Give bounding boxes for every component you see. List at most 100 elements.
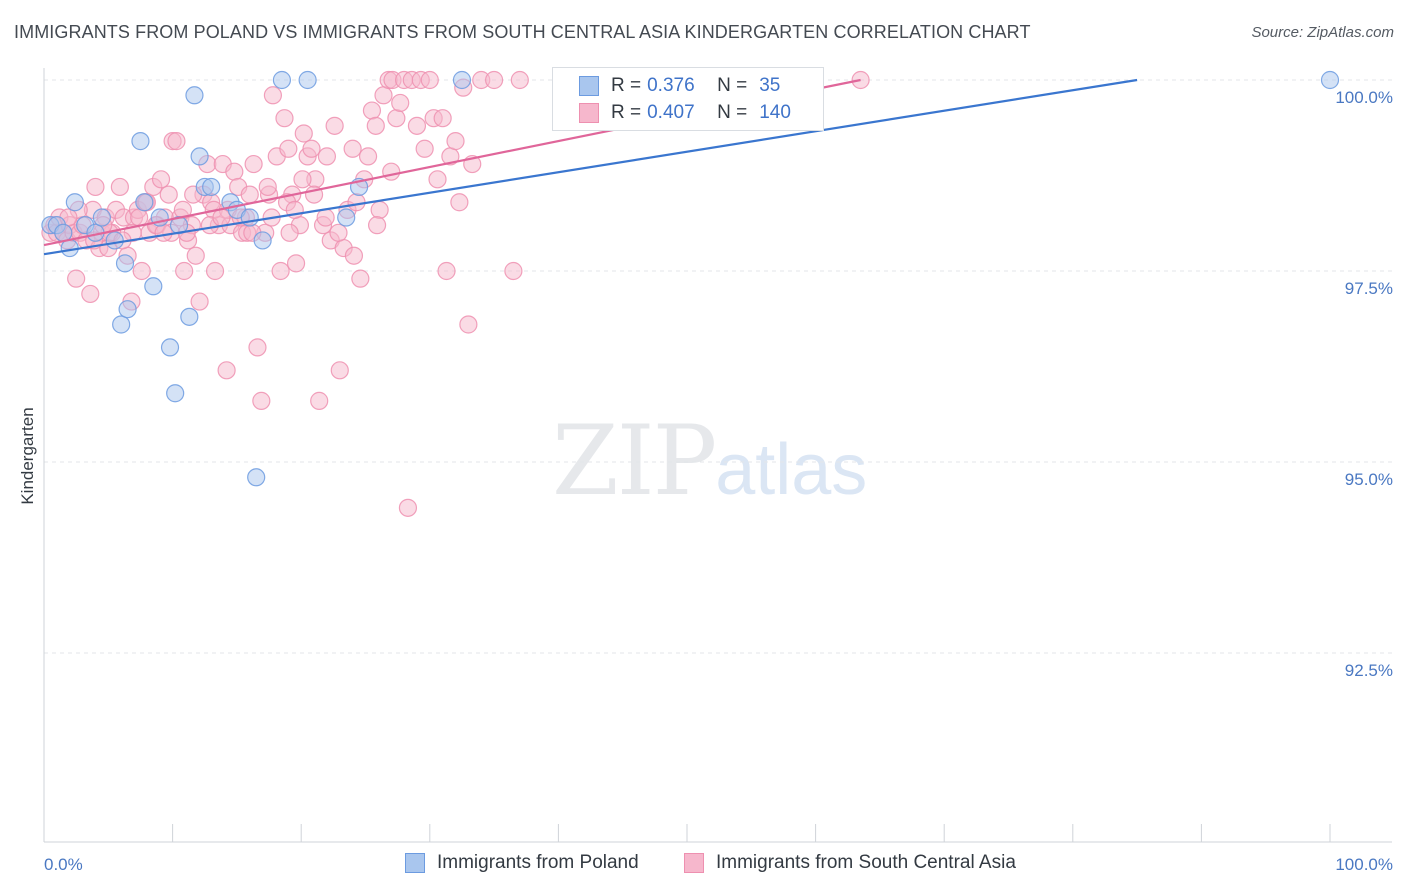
r-label: R =: [611, 75, 642, 96]
asia-point: [374, 86, 393, 105]
asia-point: [167, 132, 186, 151]
y-tick-label: 95.0%: [1345, 470, 1393, 489]
asia-point: [217, 361, 236, 380]
asia-point: [294, 124, 313, 143]
asia-point: [86, 177, 105, 197]
poland-point: [190, 147, 209, 166]
asia-point: [190, 292, 209, 311]
asia-point: [450, 193, 469, 212]
asia-point: [366, 116, 385, 135]
poland-point: [272, 70, 292, 90]
asia-point: [263, 86, 283, 105]
poland-point: [54, 223, 73, 242]
asia-point: [244, 154, 263, 174]
poland-point: [166, 384, 185, 403]
chart-title: IMMIGRANTS FROM POLAND VS IMMIGRANTS FRO…: [14, 22, 1031, 42]
asia-point: [271, 261, 290, 281]
asia-point: [175, 261, 194, 281]
asia-point: [343, 139, 362, 158]
asia-swatch: [579, 103, 599, 123]
poland-point: [180, 307, 199, 326]
asia-point: [252, 391, 271, 410]
asia-point: [325, 116, 344, 135]
asia-point: [154, 223, 173, 242]
asia-point: [370, 200, 389, 219]
asia-point: [67, 269, 86, 288]
asia-point: [279, 139, 298, 158]
stats-legend: R = 0.376 N = 35 R = 0.407 N = 140: [552, 67, 824, 131]
asia-point: [428, 170, 447, 189]
asia-point: [248, 338, 267, 357]
asia-point: [446, 132, 465, 151]
asia-point: [330, 361, 349, 380]
poland-point: [185, 86, 204, 105]
n-value: 35: [759, 75, 781, 96]
asia-point: [316, 208, 335, 227]
y-tick-label: 97.5%: [1345, 279, 1393, 298]
series-legend: Immigrants from Poland Immigrants from S…: [0, 852, 1406, 878]
poland-point: [253, 231, 272, 250]
legend-item-poland: Immigrants from Poland: [405, 852, 639, 874]
asia-point: [387, 109, 406, 128]
asia-point: [110, 177, 129, 197]
asia-point: [485, 70, 504, 90]
asia-point: [398, 498, 418, 517]
poland-point: [160, 338, 180, 357]
asia-point: [186, 246, 205, 265]
asia-point: [310, 391, 329, 410]
n-label: N =: [717, 102, 748, 123]
asia-point: [459, 315, 478, 334]
asia-point: [344, 246, 364, 265]
legend-row-poland: R = 0.376 N = 35: [579, 74, 780, 98]
poland-trend-line: [43, 78, 1138, 256]
asia-swatch: [684, 853, 704, 873]
legend-label: Immigrants from Poland: [437, 852, 639, 873]
legend-row-asia: R = 0.407 N = 140: [579, 101, 791, 125]
r-value: 0.407: [647, 102, 695, 123]
r-label: R =: [611, 102, 642, 123]
asia-point: [362, 101, 382, 120]
poland-point: [92, 208, 111, 227]
y-tick-label: 92.5%: [1345, 661, 1393, 680]
asia-point: [420, 70, 439, 90]
poland-point: [1320, 70, 1340, 90]
asia-point: [275, 109, 294, 128]
asia-point: [240, 185, 259, 204]
poland-swatch: [579, 76, 599, 96]
asia-point: [433, 109, 452, 128]
watermark: ZIPatlas: [552, 405, 868, 517]
poland-point: [144, 277, 163, 296]
asia-point: [391, 93, 410, 113]
asia-point: [437, 261, 456, 281]
poland-point: [247, 468, 266, 487]
asia-point: [132, 261, 151, 281]
asia-point: [329, 223, 348, 242]
asia-point: [382, 162, 401, 181]
poland-point: [112, 315, 131, 334]
asia-point: [504, 261, 523, 281]
asia-point: [81, 284, 100, 304]
asia-point: [351, 269, 370, 288]
asia-point: [415, 139, 434, 158]
asia-point: [225, 162, 244, 181]
asia-point: [302, 139, 321, 158]
legend-label: Immigrants from South Central Asia: [716, 852, 1016, 873]
asia-point: [317, 147, 337, 166]
r-value: 0.376: [647, 75, 695, 96]
asia-point: [293, 170, 312, 189]
asia-point: [347, 193, 366, 212]
asia-point: [510, 70, 529, 90]
poland-point: [65, 193, 84, 212]
poland-point: [105, 231, 124, 250]
poland-point: [337, 208, 356, 227]
asia-point: [258, 177, 277, 197]
poland-point: [452, 70, 472, 90]
poland-point: [202, 177, 221, 197]
poland-point: [135, 193, 154, 212]
poland-point: [131, 132, 150, 151]
poland-point: [298, 70, 317, 90]
legend-item-asia: Immigrants from South Central Asia: [684, 852, 1016, 874]
asia-point: [280, 223, 299, 242]
asia-point: [286, 254, 306, 273]
